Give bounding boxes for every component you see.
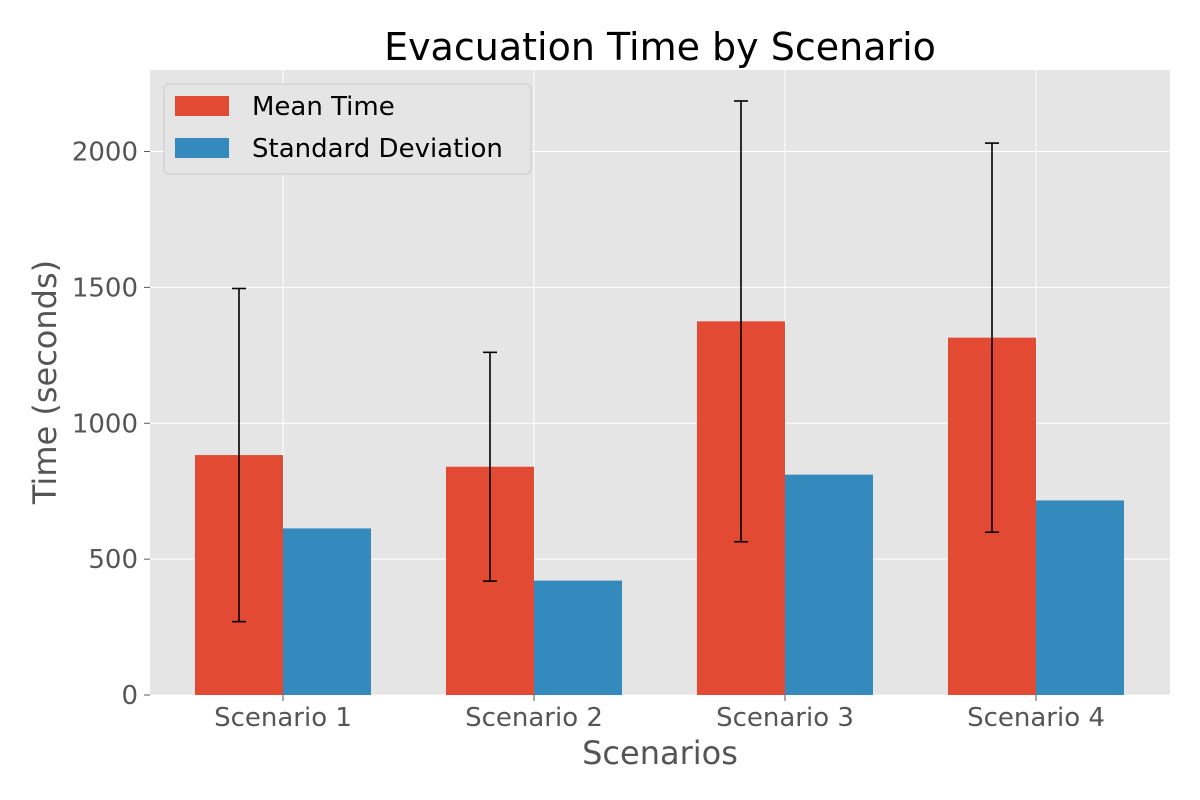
y-axis-ticks: 0 500 1000 1500 2000 — [72, 138, 150, 711]
y-tick-label: 500 — [88, 545, 138, 575]
x-axis-ticks: Scenario 1 Scenario 2 Scenario 3 Scenario 4 — [214, 695, 1105, 733]
x-tick-label: Scenario 3 — [716, 703, 854, 733]
legend-label-standard-deviation: Standard Deviation — [252, 134, 503, 164]
bar-standard-deviation-2 — [534, 580, 622, 695]
legend-box — [163, 83, 532, 175]
y-tick-label: 1500 — [72, 273, 138, 303]
chart-title: Evacuation Time by Scenario — [384, 25, 936, 69]
y-tick-label: 1000 — [72, 409, 138, 439]
bar-standard-deviation-3 — [785, 474, 873, 695]
x-tick-label: Scenario 2 — [465, 703, 603, 733]
bars — [195, 321, 1124, 695]
legend-swatch-mean-time — [175, 96, 229, 116]
x-tick-label: Scenario 4 — [967, 703, 1105, 733]
error-bars — [232, 100, 999, 623]
legend: Mean Time Standard Deviation — [163, 83, 532, 175]
x-tick-label: Scenario 1 — [214, 703, 352, 733]
x-axis-label: Scenarios — [582, 734, 738, 772]
y-tick-label: 2000 — [72, 138, 138, 168]
y-axis-label: Time (seconds) — [26, 260, 64, 505]
legend-swatch-standard-deviation — [175, 138, 229, 158]
bar-standard-deviation-4 — [1036, 500, 1124, 695]
bar-standard-deviation-1 — [283, 528, 371, 695]
legend-label-mean-time: Mean Time — [252, 92, 395, 122]
y-tick-label: 0 — [121, 681, 138, 711]
